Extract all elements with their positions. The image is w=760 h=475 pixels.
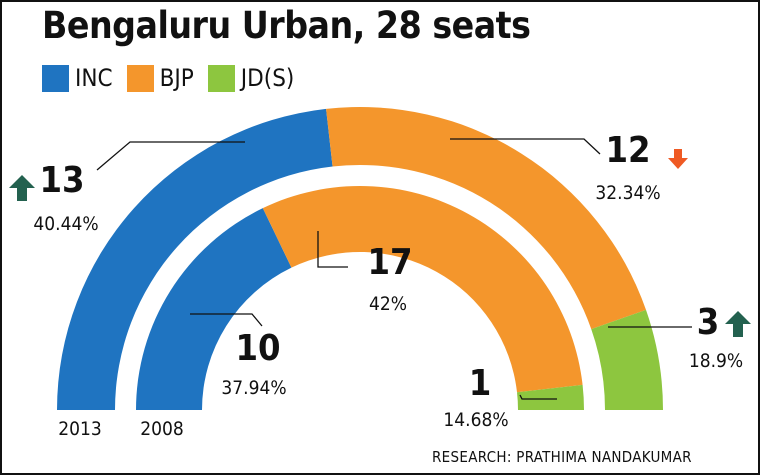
vote-share-2013-inc: 40.44%: [33, 213, 98, 235]
chart-title: Bengaluru Urban, 28 seats: [42, 4, 531, 47]
seats-label-2013-bjp: 12: [605, 130, 650, 171]
leader-line-2008-inc: [190, 313, 263, 327]
arc-outer-jds: [591, 309, 663, 410]
legend-item-jds: JD(S): [207, 64, 295, 92]
arc-inner-jds: [517, 384, 584, 410]
source-credit: RESEARCH: PRATHIMA NANDAKUMAR: [432, 448, 692, 466]
legend-label-inc: INC: [75, 64, 113, 92]
legend-label-jds: JD(S): [240, 64, 295, 92]
arc-inner-inc: [136, 208, 292, 410]
seats-label-2013-inc: 13: [39, 160, 84, 201]
leader-line-2013-inc: [96, 141, 245, 171]
seats-label-2008-inc: 10: [235, 328, 280, 369]
legend-item-bjp: BJP: [126, 64, 194, 92]
leader-line-2013-bjp: [450, 138, 601, 155]
year-label-2008: 2008: [140, 418, 184, 440]
trend-up-arrow-icon: [9, 175, 35, 201]
vote-share-2008-bjp: 42%: [369, 293, 407, 315]
vote-share-2013-jds: 18.9%: [689, 350, 743, 372]
seats-label-2008-bjp: 17: [367, 242, 412, 283]
trend-up-arrow-icon: [725, 311, 751, 337]
legend-swatch-inc: [42, 64, 69, 92]
legend-swatch-bjp: [126, 64, 154, 92]
seats-label-2013-jds: 3: [697, 302, 720, 343]
vote-share-2013-bjp: 32.34%: [595, 182, 660, 204]
vote-share-2008-inc: 37.94%: [221, 377, 286, 399]
seats-label-2008-jds: 1: [469, 363, 492, 404]
trend-down-arrow-icon: [668, 149, 688, 169]
leader-line-2008-jds: [519, 394, 557, 400]
arc-outer-bjp: [326, 107, 646, 330]
leader-line-2008-bjp: [317, 231, 348, 268]
year-label-2013: 2013: [58, 418, 102, 440]
legend-swatch-jds: [207, 64, 235, 92]
arc-inner-bjp: [262, 185, 583, 393]
vote-share-2008-jds: 14.68%: [443, 409, 508, 431]
legend-item-inc: INC: [42, 64, 113, 92]
legend-label-bjp: BJP: [159, 64, 194, 92]
legend: INC BJP JD(S): [42, 64, 308, 92]
arc-outer-inc: [57, 108, 333, 410]
